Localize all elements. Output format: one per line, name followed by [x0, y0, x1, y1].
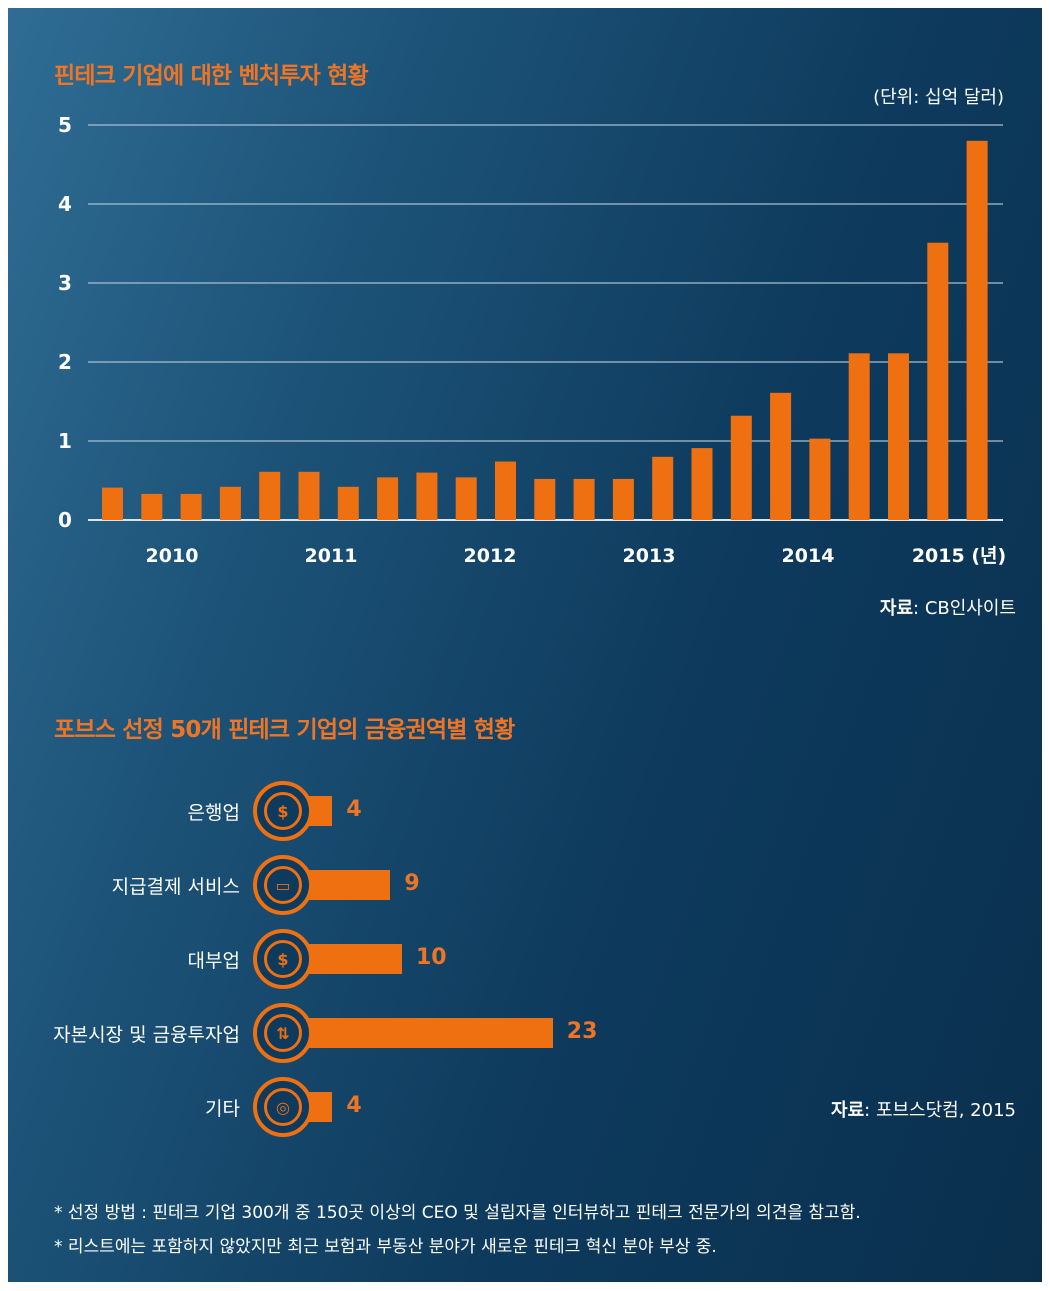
category-label: 대부업	[187, 950, 240, 972]
infographic-panel: 핀테크 기업에 대한 벤처투자 현황 (단위: 십억 달러) 0 1 2 3 4 5 201…	[8, 8, 1042, 1282]
chart1-source-text: : CB인사이트	[913, 598, 1016, 619]
bar	[180, 493, 202, 520]
bar	[612, 478, 634, 520]
y-tick-label: 2	[58, 350, 72, 374]
y-tick-label: 0	[58, 508, 72, 532]
bar	[298, 471, 320, 520]
category-label: 지급결제 서비스	[111, 876, 240, 898]
bar	[416, 472, 438, 520]
bar	[377, 477, 399, 520]
y-tick-label: 5	[58, 113, 72, 137]
footnote-2: * 리스트에는 포함하지 않았지만 최근 보험과 부동산 분야가 새로운 핀테크…	[54, 1237, 717, 1257]
chart2-title: 포브스 선정 50개 핀테크 기업의 금융권역별 현황	[54, 717, 515, 743]
bar	[730, 415, 752, 520]
icon-glyph: $	[264, 940, 302, 978]
bar	[534, 478, 556, 520]
chart2-source-text: : 포브스닷컴, 2015	[864, 1100, 1016, 1121]
value-label: 23	[566, 1019, 598, 1044]
value-label: 10	[416, 945, 447, 970]
bar	[102, 487, 123, 520]
coins-icon: ◎	[253, 1077, 313, 1137]
bar	[259, 471, 281, 520]
venture-investment-bar-chart: 0 1 2 3 4 5 2010 2011 2012 2013 2014 2015 (년)	[58, 113, 1006, 567]
footnote-1: * 선정 방법 : 핀테크 기업 300개 중 150곳 이상의 CEO 및 설…	[54, 1203, 861, 1223]
icon-glyph: ⇅	[264, 1014, 302, 1052]
y-tick-label: 3	[58, 271, 72, 295]
value-label: 9	[404, 871, 420, 896]
bar	[455, 477, 477, 520]
bar	[691, 448, 713, 520]
chart1-unit-label: (단위: 십억 달러)	[873, 87, 1004, 108]
value-label: 4	[346, 1093, 362, 1118]
x-tick-label: 2010	[146, 545, 199, 567]
chart1-source-label: 자료	[879, 598, 914, 619]
icon-glyph: ◎	[264, 1088, 302, 1126]
exchange-icon: ⇅	[253, 1003, 313, 1063]
bar	[573, 478, 595, 520]
bar	[966, 140, 988, 521]
loan-icon: $	[253, 929, 313, 989]
value-label: 4	[346, 797, 362, 822]
bank-icon: $	[253, 781, 313, 841]
chart2-source: 자료: 포브스닷컴, 2015	[831, 1096, 1016, 1122]
bar	[888, 353, 909, 520]
bar	[848, 353, 870, 520]
category-label: 자본시장 및 금융투자업	[53, 1024, 240, 1046]
x-tick-label: 2011	[305, 545, 358, 567]
chart2-source-label: 자료	[831, 1100, 865, 1121]
category-bar	[286, 1018, 553, 1048]
bar	[652, 456, 674, 520]
y-tick-label: 4	[58, 192, 72, 216]
x-tick-label: 2014	[782, 545, 835, 567]
x-tick-label: 2013	[623, 545, 676, 567]
bar	[809, 438, 831, 520]
x-tick-label: 2015 (년)	[912, 545, 1006, 567]
card-icon: ▭	[253, 855, 313, 915]
bar	[770, 392, 792, 520]
bar	[337, 486, 359, 520]
y-tick-label: 1	[58, 429, 72, 453]
chart1-source: 자료: CB인사이트	[880, 594, 1016, 620]
chart1-title: 핀테크 기업에 대한 벤처투자 현황	[54, 63, 369, 89]
bar	[927, 242, 949, 520]
icon-glyph: $	[264, 792, 302, 830]
bar	[219, 486, 241, 520]
bar	[495, 461, 516, 520]
category-label: 기타	[205, 1098, 240, 1120]
icon-glyph: ▭	[264, 866, 302, 904]
category-label: 은행업	[187, 802, 240, 824]
x-tick-label: 2012	[464, 545, 517, 567]
bar	[141, 493, 163, 520]
